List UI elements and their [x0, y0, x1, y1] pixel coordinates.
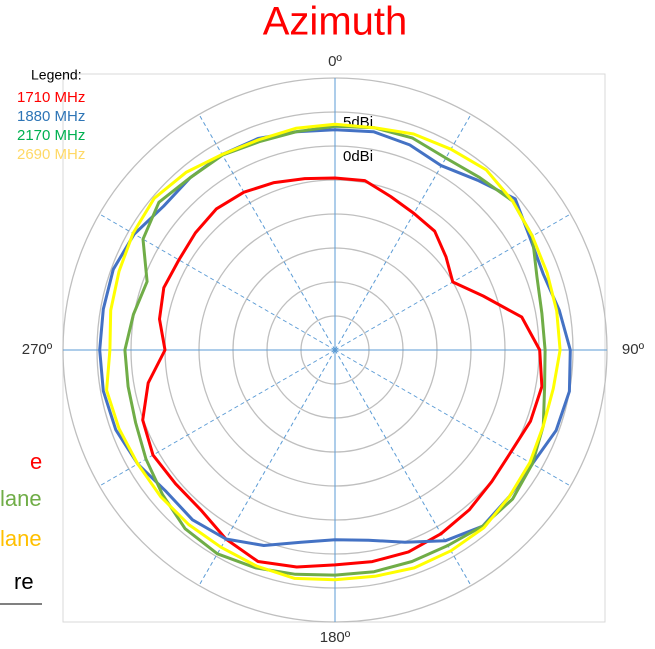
- annotation: lane: [0, 486, 42, 511]
- spoke: [198, 114, 336, 351]
- legend-entry: 2690 MHz: [17, 146, 85, 163]
- legend-title: Legend:: [31, 67, 82, 83]
- spoke: [334, 114, 472, 351]
- legend-entry: 2170 MHz: [17, 127, 85, 144]
- annotation: re: [14, 569, 34, 594]
- series-line: [105, 122, 562, 582]
- annotation: e: [30, 449, 42, 474]
- legend-entry: 1710 MHz: [17, 89, 85, 106]
- theta-tick-label: 0º: [328, 53, 342, 70]
- series-line: [141, 176, 544, 569]
- theta-tick-label: 180º: [320, 629, 351, 646]
- chart-title: Azimuth: [263, 0, 408, 44]
- annotation: lane: [0, 526, 42, 551]
- theta-tick-label: 270º: [22, 341, 53, 358]
- spoke: [334, 349, 571, 487]
- r-tick-label: 0dBi: [343, 148, 373, 165]
- spoke: [99, 213, 336, 351]
- spoke: [198, 349, 336, 586]
- legend-entry: 1880 MHz: [17, 108, 85, 125]
- theta-tick-label: 90º: [622, 341, 645, 358]
